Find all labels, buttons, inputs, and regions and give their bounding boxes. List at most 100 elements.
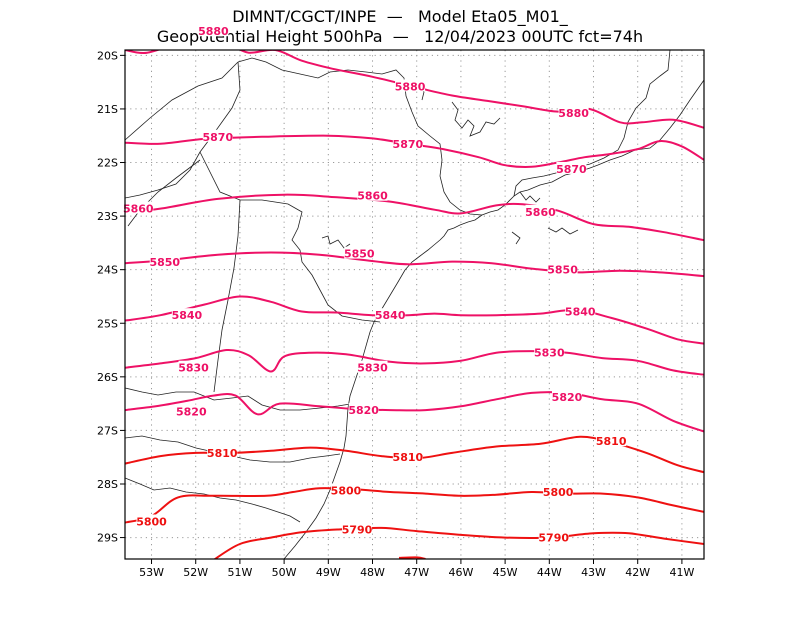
title-line-1: DIMNT/CGCT/INPE — Model Eta05_M01_ bbox=[232, 7, 569, 27]
contour-5820 bbox=[125, 391, 704, 433]
contour-label-5820: 5820 bbox=[348, 404, 379, 417]
contour-label-5790: 5790 bbox=[538, 532, 569, 545]
plot-background bbox=[125, 50, 704, 559]
tick-label-lat: 20S bbox=[97, 49, 118, 62]
contour-5850 bbox=[125, 251, 704, 278]
contour-label-5860: 5860 bbox=[123, 203, 154, 216]
tick-label-lat: 28S bbox=[97, 478, 118, 491]
contour-label-5830: 5830 bbox=[534, 347, 565, 360]
contour-label-background bbox=[344, 246, 375, 259]
contour-label-background bbox=[375, 308, 406, 321]
contour-label-5830: 5830 bbox=[178, 362, 209, 375]
contour-label-background bbox=[176, 404, 207, 417]
tick-label-lon: 43W bbox=[581, 566, 606, 579]
contour-label-5810: 5810 bbox=[393, 451, 424, 464]
contour-label-5840: 5840 bbox=[565, 305, 596, 318]
contour-label-background bbox=[178, 360, 209, 373]
contour-label-background bbox=[171, 308, 202, 321]
contour-label-background bbox=[547, 262, 578, 275]
tick-label-lon: 50W bbox=[272, 566, 297, 579]
contour-label-5830: 5830 bbox=[357, 362, 388, 375]
tick-label-lon: 44W bbox=[537, 566, 562, 579]
contour-label-5800: 5800 bbox=[136, 515, 167, 528]
contour-label-background bbox=[202, 129, 233, 142]
contour-label-background bbox=[348, 403, 379, 416]
plot-frame bbox=[124, 49, 705, 560]
tick-label-lon: 41W bbox=[669, 566, 694, 579]
contour-label-background bbox=[558, 106, 589, 119]
contour-label-background bbox=[123, 201, 154, 214]
contour-5790 bbox=[213, 526, 704, 559]
contour-label-5840: 5840 bbox=[375, 309, 406, 322]
contour-label-5850: 5850 bbox=[149, 256, 180, 269]
tick-label-lon: 47W bbox=[404, 566, 429, 579]
contour-label-5840: 5840 bbox=[172, 309, 203, 322]
contour-label-5850: 5850 bbox=[344, 248, 375, 261]
tick-label-lat: 23S bbox=[97, 210, 118, 223]
tick-label-lon: 42W bbox=[625, 566, 650, 579]
contour-5830 bbox=[125, 348, 704, 376]
contour-5800 bbox=[125, 487, 704, 524]
contour-label-background bbox=[565, 304, 596, 317]
tick-label-lon: 53W bbox=[139, 566, 164, 579]
contour-label-5820: 5820 bbox=[552, 391, 583, 404]
contour-label-background bbox=[198, 24, 229, 37]
contour-label-background bbox=[357, 188, 388, 201]
contour-label-background bbox=[207, 445, 238, 458]
tick-label-lat: 27S bbox=[97, 424, 118, 437]
coastline bbox=[283, 79, 704, 559]
contour-label-background bbox=[392, 450, 423, 463]
contour-5880 bbox=[125, 50, 704, 129]
contour-label-background bbox=[551, 390, 582, 403]
contour-label-5800: 5800 bbox=[543, 486, 574, 499]
axis-ticks: 53W 52W 51W 50W 49W 48W 47W 46W 45W 44W 43W 42W 41W 2… bbox=[97, 49, 694, 579]
contour-5860 bbox=[125, 193, 704, 242]
tick-label-lon: 45W bbox=[493, 566, 518, 579]
bay-outline bbox=[511, 191, 579, 245]
contour-label-5870: 5870 bbox=[203, 131, 234, 144]
contour-label-background bbox=[330, 483, 361, 496]
contour-labels: 5880 5880 5880 5870 5870 5870 5860 5860 5860 5850… bbox=[123, 24, 627, 545]
contour-label-5880: 5880 bbox=[558, 107, 589, 120]
contour-label-5800: 5800 bbox=[331, 484, 362, 497]
contour-label-background bbox=[392, 136, 423, 149]
contour-label-5860: 5860 bbox=[525, 206, 556, 219]
tick-label-lat: 22S bbox=[97, 157, 118, 170]
contour-label-5870: 5870 bbox=[556, 163, 587, 176]
border-pr-west bbox=[127, 159, 241, 393]
tick-label-lon: 49W bbox=[316, 566, 341, 579]
contour-5870 bbox=[125, 134, 704, 168]
contour-label-5820: 5820 bbox=[176, 406, 207, 419]
contour-label-background bbox=[534, 345, 565, 358]
contour-label-5810: 5810 bbox=[596, 435, 627, 448]
tick-label-lat: 25S bbox=[97, 317, 118, 330]
contour-label-5810: 5810 bbox=[207, 447, 238, 460]
state-border-sp-pr bbox=[125, 61, 381, 323]
contour-5840 bbox=[125, 295, 704, 345]
contour-label-background bbox=[556, 161, 587, 174]
tick-label-lat: 21S bbox=[97, 103, 118, 116]
contour-label-background bbox=[596, 434, 627, 447]
contour-label-background bbox=[136, 514, 167, 527]
contour-label-5860: 5860 bbox=[357, 190, 388, 203]
contour-label-5880: 5880 bbox=[198, 25, 229, 38]
title-line-2: Geopotential Height 500hPa — 12/04/2023 … bbox=[157, 27, 643, 46]
state-border-pr-sc bbox=[125, 387, 351, 411]
contour-label-background bbox=[395, 79, 426, 92]
border-ms bbox=[125, 61, 239, 141]
contour-label-background bbox=[357, 360, 388, 373]
tick-label-lat: 29S bbox=[97, 532, 118, 545]
tick-label-lon: 52W bbox=[183, 566, 208, 579]
contour-label-5870: 5870 bbox=[393, 138, 424, 151]
tick-label-lon: 48W bbox=[360, 566, 385, 579]
contour-label-5850: 5850 bbox=[547, 264, 578, 277]
border-argentina bbox=[125, 477, 301, 523]
contour-label-background bbox=[342, 522, 373, 535]
contour-label-background bbox=[149, 255, 180, 268]
tick-label-lon: 46W bbox=[448, 566, 473, 579]
contour-label-background bbox=[525, 204, 556, 217]
contour-label-background bbox=[538, 530, 569, 543]
contour-label-5880: 5880 bbox=[395, 80, 426, 93]
tick-label-lat: 24S bbox=[97, 264, 118, 277]
